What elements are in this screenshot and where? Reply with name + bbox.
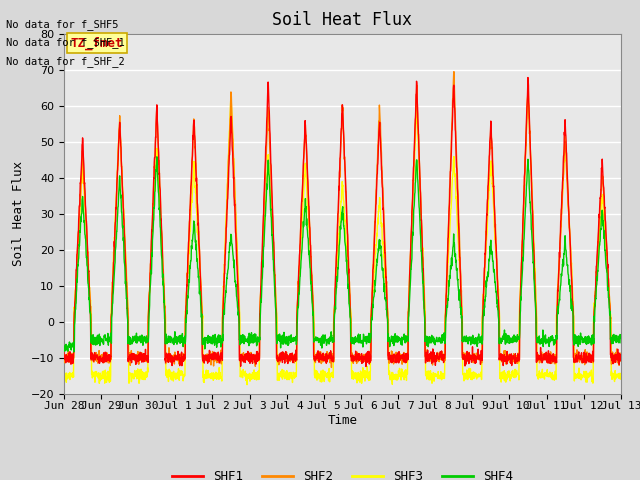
Text: TZ_fmet: TZ_fmet: [71, 36, 124, 50]
Text: No data for f_SHF_1: No data for f_SHF_1: [6, 37, 125, 48]
Text: No data for f_SHF_2: No data for f_SHF_2: [6, 56, 125, 67]
Title: Soil Heat Flux: Soil Heat Flux: [273, 11, 412, 29]
Y-axis label: Soil Heat Flux: Soil Heat Flux: [12, 161, 25, 266]
Legend: SHF1, SHF2, SHF3, SHF4: SHF1, SHF2, SHF3, SHF4: [167, 465, 518, 480]
X-axis label: Time: Time: [328, 414, 357, 427]
Text: No data for f_SHF5: No data for f_SHF5: [6, 19, 119, 30]
